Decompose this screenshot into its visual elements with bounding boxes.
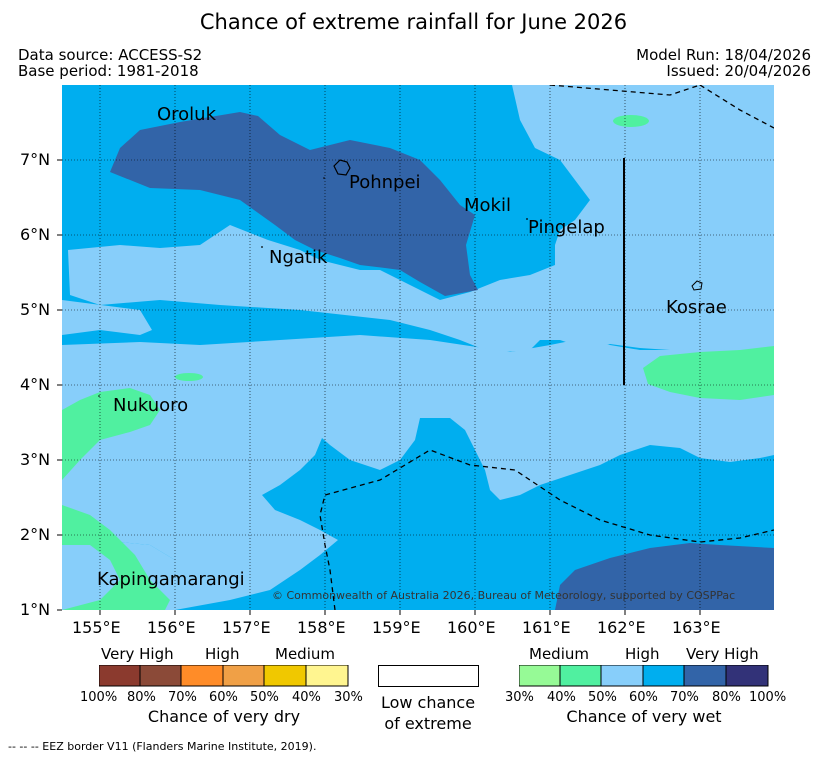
- lat-label-4: 4°N: [20, 375, 51, 394]
- wet-pct-30: 30%: [505, 690, 534, 705]
- dry-pct-60: 60%: [209, 690, 238, 705]
- dry-pct-80: 80%: [127, 690, 156, 705]
- place-oroluk: Oroluk: [157, 104, 217, 125]
- wet-legend-title: Chance of very wet: [566, 707, 722, 726]
- dry-pct-40: 40%: [292, 690, 321, 705]
- ngatik-atoll: [261, 246, 263, 248]
- lon-label-156: 156°E: [147, 618, 196, 637]
- dry-pct-100: 100%: [80, 690, 118, 705]
- copyright-notice: © Commonwealth of Australia 2026, Bureau…: [272, 589, 736, 602]
- lat-label-7: 7°N: [20, 150, 51, 169]
- model-run: Model Run: 18/04/2026: [636, 46, 811, 64]
- lat-label-3: 3°N: [20, 450, 51, 469]
- wet-swatch-30: [519, 665, 561, 687]
- dry-swatch-60: [222, 665, 265, 687]
- place-mokil: Mokil: [464, 195, 511, 216]
- dry-swatch-50: [263, 665, 307, 687]
- dry-colorbar: [99, 665, 349, 687]
- pohnpei-reef: [323, 177, 325, 179]
- place-pohnpei: Pohnpei: [349, 172, 421, 193]
- dry-pct-30: 30%: [334, 690, 363, 705]
- lon-label-157: 157°E: [222, 618, 271, 637]
- wet-colorbar: [519, 665, 769, 687]
- dry-legend-title: Chance of very dry: [147, 707, 301, 726]
- pohnpei-island: [333, 159, 351, 176]
- wet-swatch-40: [559, 665, 602, 687]
- nukuoro-atoll: [98, 395, 100, 397]
- lon-label-160: 160°E: [447, 618, 496, 637]
- wet-swatch-80: [725, 665, 769, 687]
- axis-ticks: [57, 159, 701, 615]
- lon-label-163: 163°E: [672, 618, 721, 637]
- wet-cat-very-high: Very High: [686, 645, 759, 663]
- dry-swatch-40: [305, 665, 349, 687]
- wet-cat-high: High: [625, 645, 660, 663]
- lat-label-1: 1°N: [20, 600, 51, 619]
- wet-very-high-region: [110, 112, 478, 296]
- wet-medium-patch-north: [613, 115, 649, 127]
- wet-pct-70: 70%: [670, 690, 699, 705]
- dry-cat-medium: Medium: [275, 645, 335, 663]
- dry-pct-50: 50%: [250, 690, 279, 705]
- eez-border-note: -- -- -- EEZ border V11 (Flanders Marine…: [8, 740, 317, 753]
- wet-medium-high-band: [62, 335, 774, 610]
- wet-cat-medium: Medium: [529, 645, 589, 663]
- lon-label-162: 162°E: [597, 618, 646, 637]
- wet-medium-patch-east: [643, 346, 774, 400]
- issued-date: Issued: 20/04/2026: [666, 62, 811, 80]
- place-kapingamarangi: Kapingamarangi: [97, 569, 245, 590]
- lon-label-155: 155°E: [72, 618, 121, 637]
- dry-swatch-100: [99, 665, 141, 687]
- data-source: Data source: ACCESS-S2: [18, 46, 203, 64]
- dry-pct-70: 70%: [168, 690, 197, 705]
- base-period: Base period: 1981-2018: [18, 62, 199, 80]
- dry-swatch-80: [139, 665, 182, 687]
- lon-label-158: 158°E: [297, 618, 346, 637]
- wet-medium-patch-nukuoro: [62, 388, 160, 480]
- dry-cat-very-high: Very High: [101, 645, 174, 663]
- lat-label-6: 6°N: [20, 225, 51, 244]
- wet-medium-high-corner: [62, 545, 120, 610]
- wet-swatch-70: [683, 665, 727, 687]
- dry-swatch-70: [180, 665, 224, 687]
- wet-pct-100: 100%: [749, 690, 787, 705]
- lat-label-5: 5°N: [20, 300, 51, 319]
- wet-very-high-southeast: [555, 543, 774, 610]
- place-ngatik: Ngatik: [269, 247, 328, 268]
- kosrae-island: [691, 280, 703, 291]
- wet-swatch-50: [600, 665, 644, 687]
- wet-swatch-60: [642, 665, 685, 687]
- lat-label-2: 2°N: [20, 525, 51, 544]
- lon-label-159: 159°E: [372, 618, 421, 637]
- wet-pct-60: 60%: [629, 690, 658, 705]
- low-chance-line1: Low chance: [380, 693, 476, 712]
- wet-pct-80: 80%: [712, 690, 741, 705]
- low-chance-line2: of extreme: [384, 714, 472, 733]
- map-title: Chance of extreme rainfall for June 2026: [199, 10, 628, 34]
- lon-label-161: 161°E: [522, 618, 571, 637]
- wet-pct-40: 40%: [547, 690, 576, 705]
- wet-medium-patch-small: [175, 373, 203, 381]
- place-kosrae: Kosrae: [666, 297, 727, 318]
- place-pingelap: Pingelap: [528, 217, 605, 238]
- eez-border: [319, 85, 774, 610]
- dry-cat-high: High: [205, 645, 240, 663]
- wet-medium-high-region: [68, 85, 774, 352]
- wet-pct-50: 50%: [588, 690, 617, 705]
- low-chance-swatch: [378, 665, 479, 687]
- place-nukuoro: Nukuoro: [113, 395, 189, 416]
- pingelap-atoll: [526, 218, 528, 220]
- wet-medium-high-patch: [62, 300, 152, 335]
